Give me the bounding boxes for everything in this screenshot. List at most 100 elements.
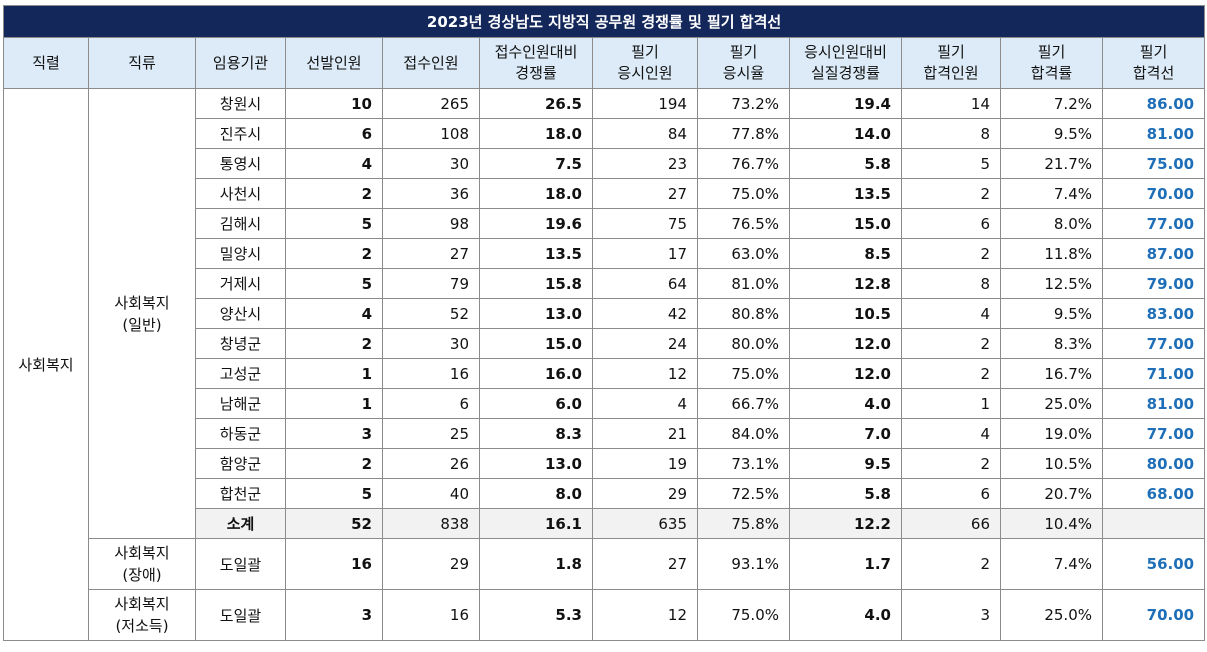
- column-header: 필기 응시인원: [592, 37, 698, 89]
- table-cell: 63.0%: [697, 238, 790, 269]
- column-header-line: 필기: [1037, 43, 1066, 61]
- table-cell: 6: [901, 208, 1001, 239]
- table-cell: 75.0%: [697, 178, 790, 209]
- table-cell: 2: [285, 328, 383, 359]
- table-cell: 20.7%: [1000, 478, 1103, 509]
- table-cell: 밀양시: [195, 238, 286, 269]
- column-header-line: 접수인원: [403, 53, 459, 72]
- table-cell: 8.0%: [1000, 208, 1103, 239]
- table-cell: 4: [592, 388, 698, 419]
- table-cell: 19.6: [479, 208, 593, 239]
- table-cell: [1101, 508, 1206, 539]
- table-cell: 5: [285, 208, 383, 239]
- table-cell: 30: [382, 328, 480, 359]
- table-cell: 8: [901, 268, 1001, 299]
- table-cell: 19.4: [789, 88, 902, 119]
- table-cell: 83.00: [1101, 298, 1206, 329]
- table-cell: 10.5%: [1000, 448, 1103, 479]
- column-header-line: 응시인원대비: [804, 43, 887, 61]
- column-header: 필기 합격인원: [901, 37, 1001, 89]
- table-cell: 10: [285, 88, 383, 119]
- table-cell: 80.8%: [697, 298, 790, 329]
- group-label-line: (일반): [122, 315, 162, 334]
- table-cell: 합천군: [195, 478, 286, 509]
- column-header: 필기 응시율: [697, 37, 790, 89]
- table-cell: 16: [382, 358, 480, 389]
- table-cell: 4: [285, 298, 383, 329]
- series-cell: 사회복지: [3, 88, 89, 641]
- table-cell: 2: [901, 358, 1001, 389]
- table-row: 김해시 5 98 19.6 75 76.5% 15.0 6 8.0% 77.00: [4, 208, 1206, 239]
- table-cell: 36: [382, 178, 480, 209]
- table-cell: 거제시: [195, 268, 286, 299]
- table-cell: 5.8: [789, 478, 902, 509]
- group-cell-lowincome: 사회복지 (저소득): [88, 589, 196, 641]
- table-cell: 77.00: [1101, 208, 1206, 239]
- group-label-line: 사회복지: [114, 544, 170, 562]
- table-cell: 9.5: [789, 448, 902, 479]
- column-header: 접수인원: [382, 37, 480, 89]
- column-header-line: 필기: [937, 43, 965, 61]
- table-cell: 6.0: [479, 388, 593, 419]
- table-cell: 81.00: [1101, 388, 1206, 419]
- table-cell: 9.5%: [1000, 118, 1103, 149]
- table-cell: 2: [901, 448, 1001, 479]
- table-cell: 2: [285, 238, 383, 269]
- table-cell: 265: [382, 88, 480, 119]
- table-cell: 12: [592, 358, 698, 389]
- table-cell: 8.3: [479, 418, 593, 449]
- table-cell: 고성군: [195, 358, 286, 389]
- table-cell: 김해시: [195, 208, 286, 239]
- table-cell: 26: [382, 448, 480, 479]
- group-label-line: (저소득): [115, 617, 169, 635]
- table-cell: 19.0%: [1000, 418, 1103, 449]
- group-label-line: 사회복지: [114, 595, 170, 613]
- column-header-line: 합격률: [1030, 64, 1073, 82]
- table-cell: 52: [285, 508, 383, 539]
- table-cell: 838: [382, 508, 480, 539]
- table-cell: 68.00: [1101, 478, 1206, 509]
- table-cell: 7.5: [479, 148, 593, 179]
- table-cell: 81.0%: [697, 268, 790, 299]
- table-cell: 75.00: [1101, 148, 1206, 179]
- table-cell: 29: [592, 478, 698, 509]
- table-cell: 1.8: [479, 538, 593, 590]
- table-cell: 통영시: [195, 148, 286, 179]
- column-header: 직렬: [3, 37, 89, 89]
- table-cell: 1.7: [789, 538, 902, 590]
- table-cell: 87.00: [1101, 238, 1206, 269]
- column-header: 선발인원: [285, 37, 383, 89]
- table-cell: 사천시: [195, 178, 286, 209]
- table-cell: 24: [592, 328, 698, 359]
- table-cell: 양산시: [195, 298, 286, 329]
- table-cell: 26.5: [479, 88, 593, 119]
- table-cell: 29: [382, 538, 480, 590]
- table-cell: 4.0: [789, 589, 902, 641]
- table-cell: 16.0: [479, 358, 593, 389]
- table-row: 합천군 5 40 8.0 29 72.5% 5.8 6 20.7% 68.00: [4, 478, 1206, 509]
- table-cell: 25.0%: [1000, 388, 1103, 419]
- table-cell: 66: [901, 508, 1001, 539]
- table-cell: 77.8%: [697, 118, 790, 149]
- table-cell: 16: [382, 589, 480, 641]
- table-row: 하동군 3 25 8.3 21 84.0% 7.0 4 19.0% 77.00: [4, 418, 1206, 449]
- table-row: 밀양시 2 27 13.5 17 63.0% 8.5 2 11.8% 87.00: [4, 238, 1206, 269]
- table-cell: 12.8: [789, 268, 902, 299]
- table-cell: 80.0%: [697, 328, 790, 359]
- table-cell: 12.2: [789, 508, 902, 539]
- competition-table: 2023년 경상남도 지방직 공무원 경쟁률 및 필기 합격선 직렬 직류 임용기관…: [2, 5, 1206, 641]
- subtotal-row: 소계 52 838 16.1 635 75.8% 12.2 66 10.4%: [4, 508, 1206, 539]
- column-header-line: 선발인원: [306, 53, 362, 72]
- table-cell: 13.5: [789, 178, 902, 209]
- table-cell: 1: [285, 388, 383, 419]
- table-cell: 12: [592, 589, 698, 641]
- header-row: 직렬 직류 임용기관 선발인원 접수인원 접수인원대비 경쟁률 필기 응시인원 필기 응시율 응시인원…: [3, 37, 1206, 89]
- table-cell: 27: [592, 538, 698, 590]
- column-header-line: 접수인원대비: [494, 43, 578, 61]
- table-cell: 창원시: [195, 88, 286, 119]
- table-cell: 86.00: [1101, 88, 1206, 119]
- table-cell: 70.00: [1101, 589, 1206, 641]
- table-cell: 10.5: [789, 298, 902, 329]
- table-row: 고성군 1 16 16.0 12 75.0% 12.0 2 16.7% 71.00: [4, 358, 1206, 389]
